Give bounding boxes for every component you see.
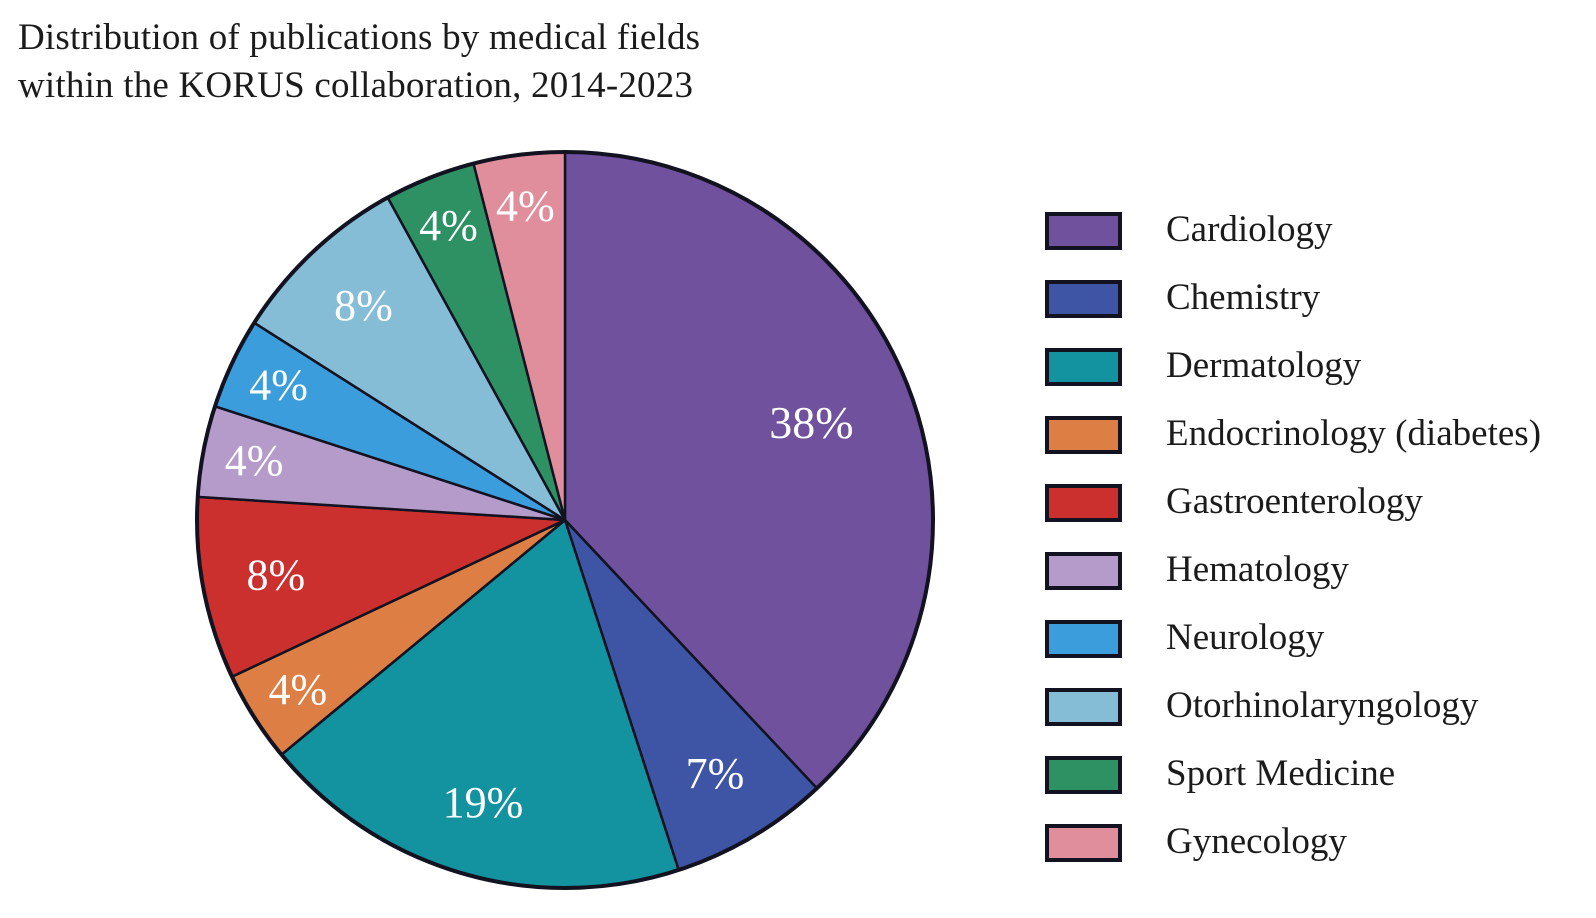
legend-swatch-endocrinology-diabetes [1045,416,1122,454]
legend-swatch-gastroenterology [1045,484,1122,522]
pie-slice-label-gynecology: 4% [496,182,555,231]
legend-label-endocrinology-diabetes: Endocrinology (diabetes) [1166,412,1542,454]
legend-swatch-chemistry [1045,280,1122,318]
legend-swatch-dermatology [1045,348,1122,386]
pie-slice-label-cardiology: 38% [769,397,853,448]
pie-slice-label-neurology: 4% [249,361,308,410]
pie-slice-label-dermatology: 19% [443,778,524,827]
pie-slice-label-hematology: 4% [225,436,284,485]
legend-item-gynecology: Gynecology [1045,823,1541,863]
pie-slice-label-gastroenterology: 8% [246,551,305,600]
legend-swatch-hematology [1045,552,1122,590]
legend-item-chemistry: Chemistry [1045,279,1541,319]
chart-title: Distribution of publications by medical … [18,14,700,110]
legend-label-gynecology: Gynecology [1166,820,1347,862]
legend-item-sport-medicine: Sport Medicine [1045,755,1541,795]
legend-label-hematology: Hematology [1166,548,1349,590]
pie-outline [195,150,935,890]
legend-swatch-cardiology [1045,212,1122,250]
pie-slice-label-endocrinology-diabetes: 4% [268,665,327,714]
legend-swatch-gynecology [1045,824,1122,862]
legend-item-gastroenterology: Gastroenterology [1045,483,1541,523]
legend-item-hematology: Hematology [1045,551,1541,591]
legend: Cardiology Chemistry Dermatology Endocrinol… [1045,211,1541,891]
pie-slice-label-sport-medicine: 4% [419,201,478,250]
pie-slice-label-otorhinolaryngology: 8% [334,281,393,330]
legend-label-neurology: Neurology [1166,616,1325,658]
legend-label-sport-medicine: Sport Medicine [1166,752,1396,794]
legend-label-gastroenterology: Gastroenterology [1166,480,1423,522]
legend-item-otorhinolaryngology: Otorhinolaryngology [1045,687,1541,727]
chart-title-line2: within the KORUS collaboration, 2014-202… [18,65,694,106]
legend-label-chemistry: Chemistry [1166,276,1321,318]
legend-swatch-otorhinolaryngology [1045,688,1122,726]
legend-item-cardiology: Cardiology [1045,211,1541,251]
legend-label-otorhinolaryngology: Otorhinolaryngology [1166,684,1479,726]
legend-label-cardiology: Cardiology [1166,208,1333,250]
pie-slice-label-chemistry: 7% [686,749,745,798]
legend-item-endocrinology-diabetes: Endocrinology (diabetes) [1045,415,1541,455]
legend-swatch-sport-medicine [1045,756,1122,794]
legend-item-dermatology: Dermatology [1045,347,1541,387]
legend-swatch-neurology [1045,620,1122,658]
legend-item-neurology: Neurology [1045,619,1541,659]
chart-title-line1: Distribution of publications by medical … [18,17,701,58]
legend-label-dermatology: Dermatology [1166,344,1362,386]
